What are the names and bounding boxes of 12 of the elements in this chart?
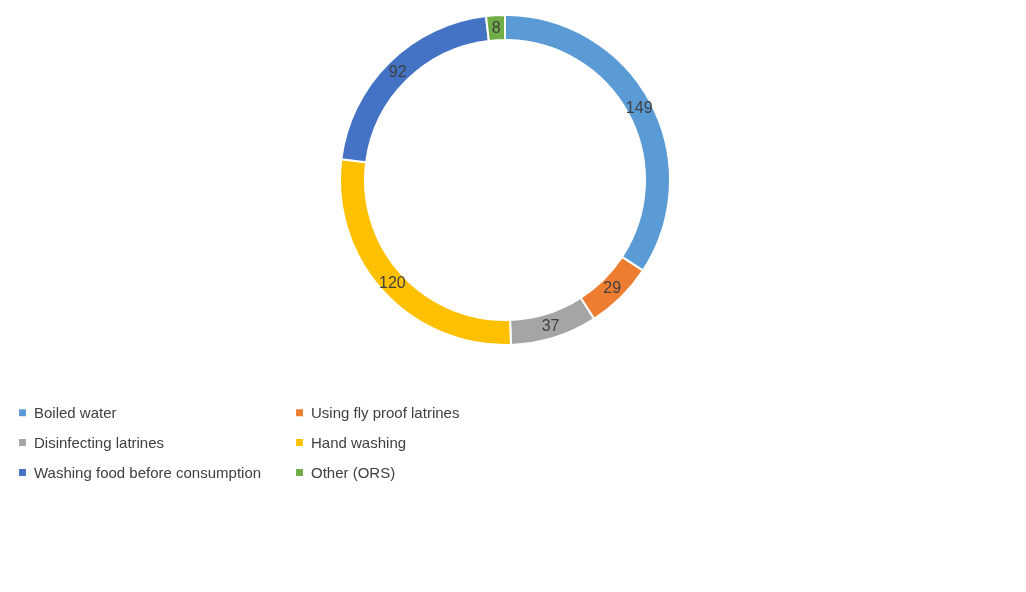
legend-label: Hand washing <box>311 433 407 451</box>
data-label: 37 <box>541 316 560 334</box>
data-label: 29 <box>603 279 622 297</box>
data-label: 149 <box>625 98 653 116</box>
legend-label: Disinfecting latrines <box>34 433 165 451</box>
legend-label: Using fly proof latrines <box>311 403 460 421</box>
data-label: 8 <box>491 18 501 36</box>
legend-label: Washing food before consumption <box>34 463 262 481</box>
legend-label: Other (ORS) <box>311 463 396 481</box>
data-label: 92 <box>388 62 407 80</box>
data-label: 120 <box>379 273 406 291</box>
legend-label: Boiled water <box>34 403 117 421</box>
